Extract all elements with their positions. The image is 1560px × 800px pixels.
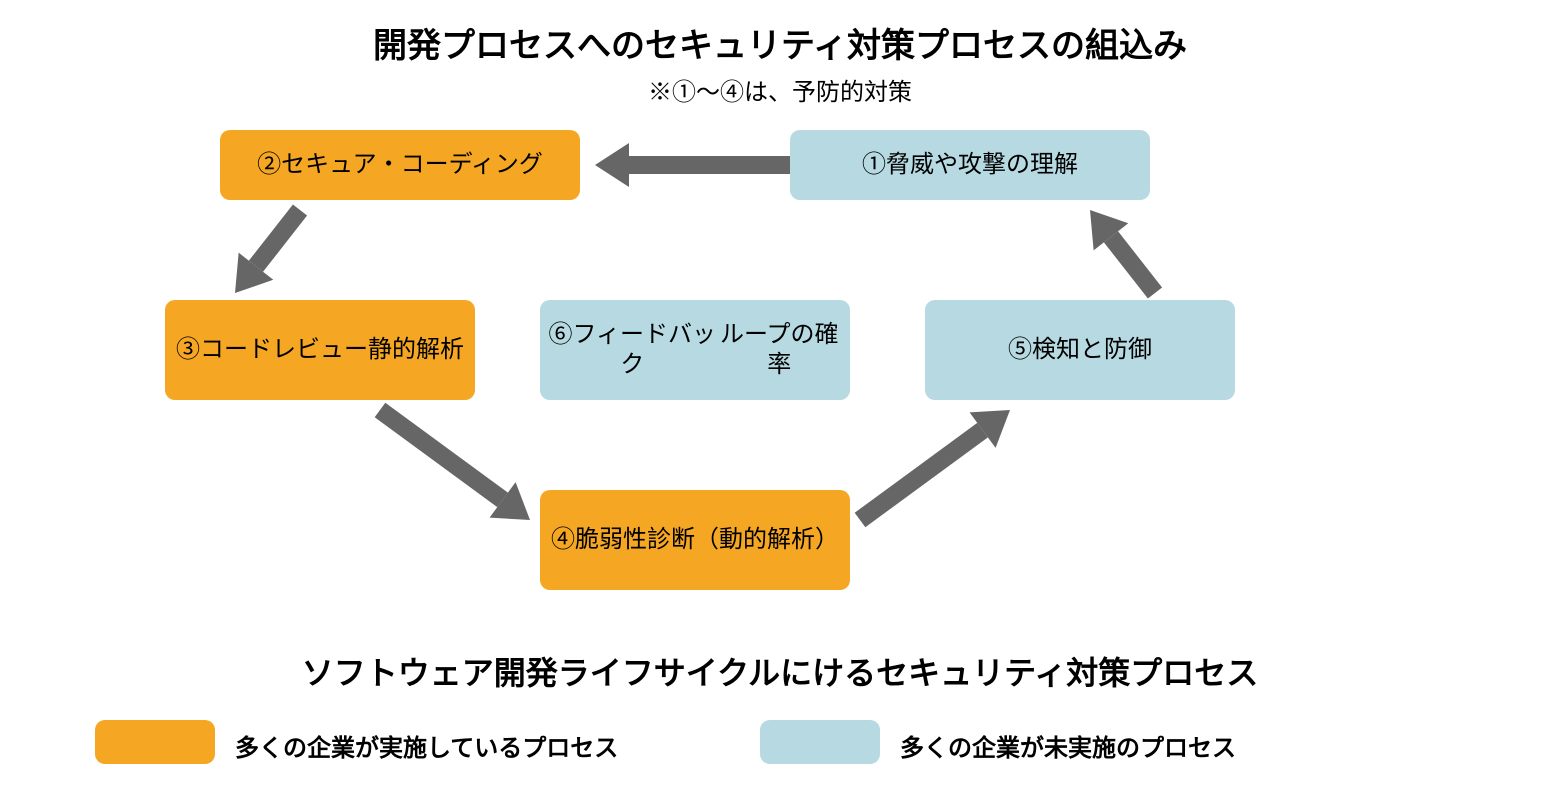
node-n2: ②セキュア・コーディング	[220, 130, 580, 200]
node-n5: ⑤検知と防御	[925, 300, 1235, 400]
legend-label-0: 多くの企業が実施しているプロセス	[235, 728, 618, 763]
subtitle: ※①〜④は、予防的対策	[0, 72, 1560, 107]
legend-swatch-0	[95, 720, 215, 764]
bottom-title: ソフトウェア開発ライフサイクルにけるセキュリティ対策プロセス	[0, 648, 1560, 694]
node-n3: ③コードレビュー静的解析	[165, 300, 475, 400]
node-n6: ⑥フィードバックループの確率	[540, 300, 850, 400]
legend-swatch-1	[760, 720, 880, 764]
node-n1: ①脅威や攻撃の理解	[790, 130, 1150, 200]
legend-label-1: 多くの企業が未実施のプロセス	[900, 728, 1236, 763]
node-n4: ④脆弱性診断（動的解析）	[540, 490, 850, 590]
main-title: 開発プロセスへのセキュリティ対策プロセスの組込み	[0, 18, 1560, 67]
